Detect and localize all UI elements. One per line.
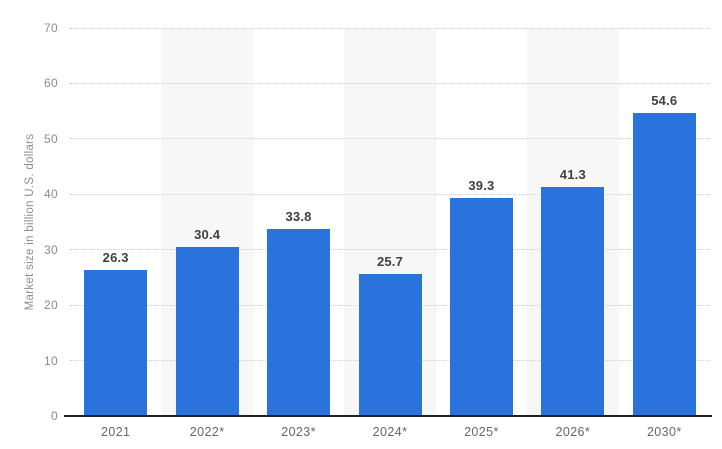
- bar-value-label: 30.4: [194, 227, 221, 243]
- bar-2024[interactable]: [358, 273, 422, 416]
- bar-2025[interactable]: [449, 198, 513, 416]
- bar-value-label: 54.6: [651, 93, 678, 109]
- bar-2022[interactable]: [175, 247, 239, 416]
- bar-2026[interactable]: [541, 187, 605, 416]
- bar-2023[interactable]: [267, 228, 331, 416]
- y-tick-label: 70: [44, 21, 58, 35]
- y-tick-label: 60: [44, 76, 58, 91]
- gridline: [70, 82, 710, 84]
- gridline: [70, 249, 710, 251]
- y-tick-label: 40: [44, 187, 58, 202]
- bar-2030[interactable]: [632, 113, 696, 416]
- x-axis-label: 2023*: [281, 425, 316, 439]
- bar-value-label: 26.3: [102, 250, 129, 266]
- x-axis-label: 2024*: [372, 425, 408, 439]
- x-axis-line: [64, 415, 712, 417]
- bar-value-label: 25.7: [376, 253, 404, 269]
- x-axis-label: 2026*: [555, 425, 591, 439]
- gridline: [70, 193, 710, 195]
- y-axis-title: Market size in billion U.S. dollars: [24, 133, 36, 311]
- y-tick-label: 0: [51, 409, 58, 423]
- bar-2021[interactable]: [84, 270, 148, 416]
- x-axis-label: 2025*: [464, 425, 499, 439]
- y-tick-label: 20: [44, 298, 58, 313]
- y-tick-label: 50: [44, 131, 58, 146]
- x-axis-label: 2030*: [646, 425, 682, 439]
- gridline: [70, 27, 710, 29]
- gridline: [70, 138, 710, 140]
- bar-value-label: 33.8: [285, 208, 312, 224]
- bar-value-label: 39.3: [468, 178, 495, 194]
- bar-value-label: 41.3: [559, 167, 586, 183]
- x-axis-label: 2021: [100, 425, 131, 439]
- x-axis-label: 2022*: [189, 425, 225, 439]
- y-tick-label: 10: [44, 353, 58, 368]
- y-tick-label: 30: [44, 242, 58, 257]
